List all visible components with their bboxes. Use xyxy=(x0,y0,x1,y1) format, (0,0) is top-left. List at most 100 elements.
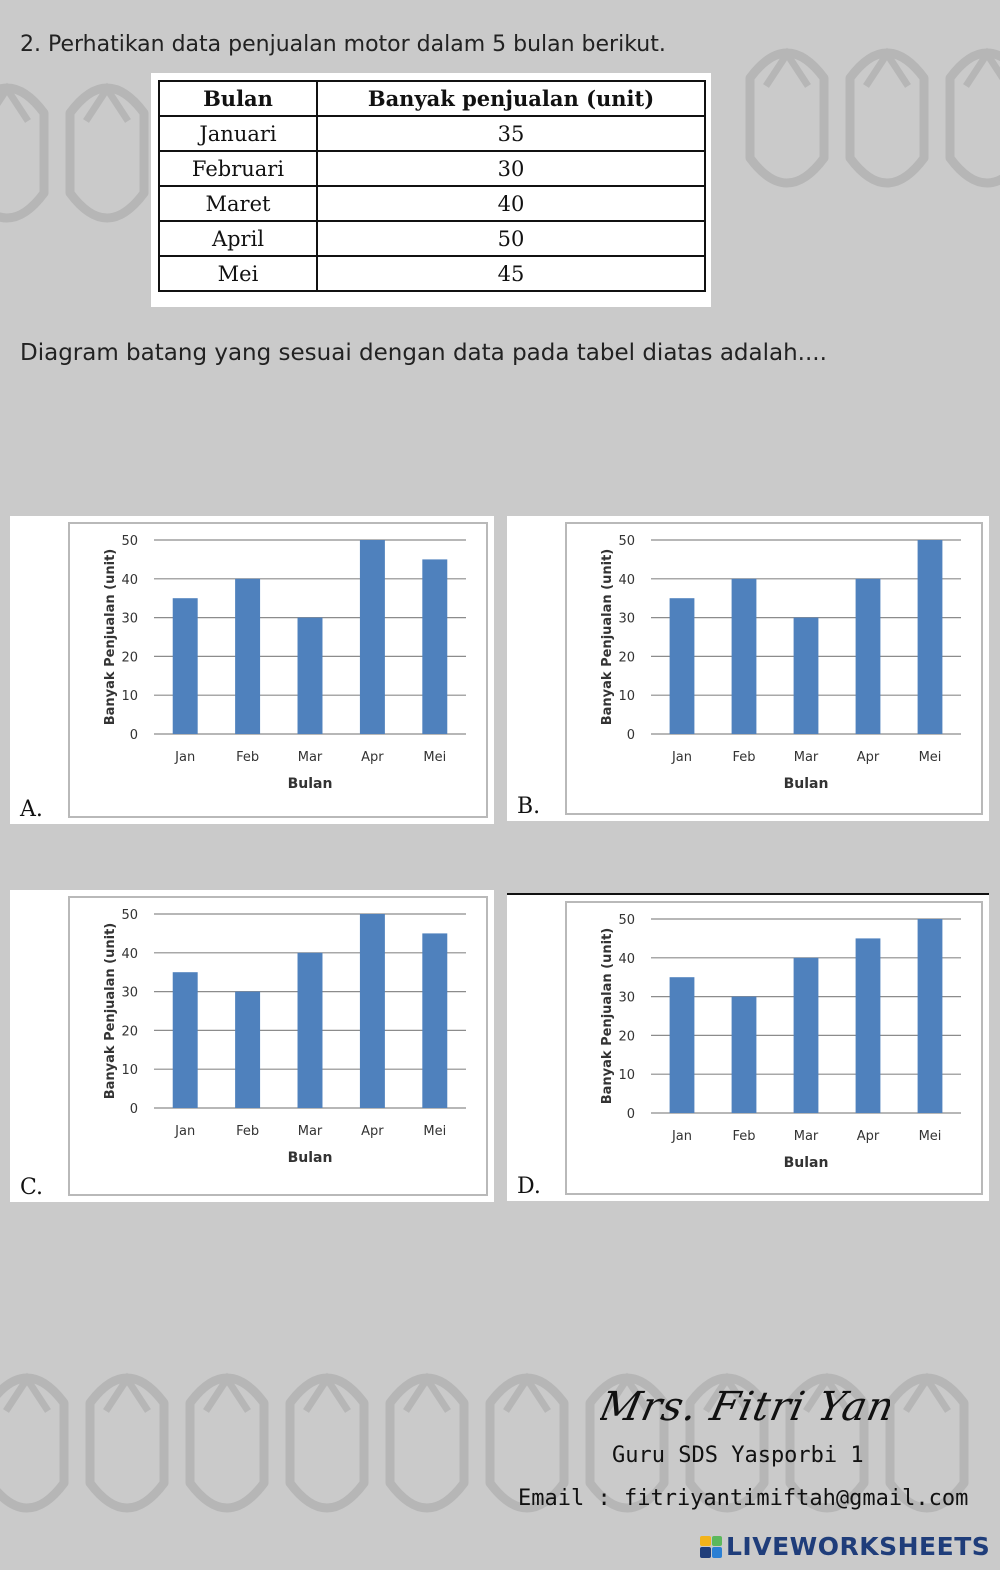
header-month: Bulan xyxy=(158,80,318,117)
x-tick-label: Mar xyxy=(298,1124,323,1139)
bar xyxy=(235,578,261,734)
y-tick-label: 0 xyxy=(130,1102,138,1117)
x-tick-label: Mei xyxy=(919,1129,942,1144)
y-tick-label: 40 xyxy=(121,573,138,588)
option-letter: C. xyxy=(20,1175,44,1200)
x-axis-title: Bulan xyxy=(288,776,333,792)
x-axis-title: Bulan xyxy=(784,776,829,792)
y-tick-label: 20 xyxy=(618,650,635,665)
x-axis-title: Bulan xyxy=(288,1150,333,1166)
bar xyxy=(731,578,757,734)
y-tick-label: 50 xyxy=(121,534,138,549)
y-tick-label: 30 xyxy=(121,612,138,627)
bar xyxy=(359,914,385,1108)
y-tick-label: 20 xyxy=(121,1024,138,1039)
option-a[interactable]: 0 10 20 30 40 50 Jan Feb Mar Apr Mei Bulan Banyak Pe… xyxy=(10,516,494,824)
signature-text: Mrs. Fitri Yanti xyxy=(600,1382,890,1429)
x-tick-label: Mar xyxy=(794,1129,819,1144)
cell-sales: 40 xyxy=(316,185,706,222)
cell-month: April xyxy=(158,220,318,257)
x-tick-label: Mei xyxy=(423,750,446,765)
x-tick-label: Feb xyxy=(732,1129,755,1144)
chart-frame xyxy=(565,901,983,1195)
y-tick-label: 50 xyxy=(121,908,138,923)
chart-frame xyxy=(68,896,488,1196)
x-tick-label: Apr xyxy=(857,1129,880,1144)
x-tick-label: Apr xyxy=(361,750,384,765)
liveworksheets-icon xyxy=(700,1535,722,1558)
y-tick-label: 10 xyxy=(121,689,138,704)
x-tick-label: Feb xyxy=(236,750,259,765)
x-tick-label: Feb xyxy=(236,1124,259,1139)
option-letter: D. xyxy=(517,1174,541,1199)
x-tick-label: Jan xyxy=(671,1129,692,1144)
bar xyxy=(669,598,695,734)
cell-month: Mei xyxy=(158,255,318,292)
y-tick-label: 0 xyxy=(627,1107,635,1122)
x-tick-label: Jan xyxy=(174,750,195,765)
option-b[interactable]: 0 10 20 30 40 50 Jan Feb Mar Apr Mei Bulan Banyak Pe… xyxy=(507,516,989,821)
table-header-row: Bulan Banyak penjualan (unit) xyxy=(158,80,706,117)
table-row: Maret 40 xyxy=(158,185,706,222)
y-tick-label: 50 xyxy=(618,534,635,549)
bar xyxy=(297,617,323,734)
cell-sales: 50 xyxy=(316,220,706,257)
y-tick-label: 20 xyxy=(618,1029,635,1044)
handwritten-signature: Mrs. Fitri Yanti xyxy=(600,1382,890,1429)
bar xyxy=(855,938,881,1113)
cell-sales: 30 xyxy=(316,150,706,187)
option-letter: A. xyxy=(20,797,43,822)
bar xyxy=(172,598,198,734)
bar xyxy=(731,996,757,1113)
x-tick-label: Feb xyxy=(732,750,755,765)
liveworksheets-logo[interactable]: LIVEWORKSHEETS xyxy=(700,1532,990,1561)
sales-table-card: Bulan Banyak penjualan (unit) Januari 35… xyxy=(151,73,711,307)
table-row: Februari 30 xyxy=(158,150,706,187)
x-tick-label: Apr xyxy=(857,750,880,765)
header-sales: Banyak penjualan (unit) xyxy=(316,80,706,117)
y-axis-title: Banyak Penjualan (unit) xyxy=(600,549,615,726)
bar xyxy=(917,540,943,734)
x-tick-label: Mar xyxy=(794,750,819,765)
x-tick-label: Jan xyxy=(174,1124,195,1139)
option-c[interactable]: 0 10 20 30 40 50 Jan Feb Mar Apr Mei Bulan Banyak Pe… xyxy=(10,890,494,1202)
bar xyxy=(855,578,881,734)
bar xyxy=(917,919,943,1113)
y-axis-title: Banyak Penjualan (unit) xyxy=(600,928,615,1105)
teacher-name: Guru SDS Yasporbi 1 xyxy=(612,1443,864,1468)
y-tick-label: 10 xyxy=(618,1068,635,1083)
x-axis-title: Bulan xyxy=(784,1155,829,1171)
bar-chart-b: 0 10 20 30 40 50 Jan Feb Mar Apr Mei Bulan Banyak Pe… xyxy=(600,534,961,792)
bar xyxy=(235,991,261,1108)
y-tick-label: 20 xyxy=(121,650,138,665)
x-tick-label: Mei xyxy=(423,1124,446,1139)
bar xyxy=(793,957,819,1113)
y-tick-label: 40 xyxy=(618,573,635,588)
y-tick-label: 10 xyxy=(618,689,635,704)
cell-month: Maret xyxy=(158,185,318,222)
bar xyxy=(359,540,385,734)
chart-frame xyxy=(68,522,488,818)
table-row: April 50 xyxy=(158,220,706,257)
y-tick-label: 0 xyxy=(130,728,138,743)
bar xyxy=(422,933,448,1108)
x-tick-label: Mar xyxy=(298,750,323,765)
bar xyxy=(669,977,695,1113)
teacher-email: Email : fitriyantimiftah@gmail.com xyxy=(518,1486,969,1511)
bar-chart-d: 0 10 20 30 40 50 Jan Feb Mar Apr Mei Bulan Banyak Pe… xyxy=(600,913,961,1171)
option-letter: B. xyxy=(517,794,541,819)
bar xyxy=(793,617,819,734)
y-tick-label: 30 xyxy=(618,612,635,627)
brand-name: LIVEWORKSHEETS xyxy=(726,1532,991,1561)
cell-month: Februari xyxy=(158,150,318,187)
y-tick-label: 10 xyxy=(121,1063,138,1078)
chart-frame xyxy=(565,522,983,815)
y-tick-label: 50 xyxy=(618,913,635,928)
y-axis-title: Banyak Penjualan (unit) xyxy=(103,549,118,726)
option-d[interactable]: 0 10 20 30 40 50 Jan Feb Mar Apr Mei Bulan Banyak Pe… xyxy=(507,893,989,1201)
x-tick-label: Jan xyxy=(671,750,692,765)
x-tick-label: Mei xyxy=(919,750,942,765)
bar-chart-c: 0 10 20 30 40 50 Jan Feb Mar Apr Mei Bulan Banyak Pe… xyxy=(103,908,466,1166)
sales-table: Bulan Banyak penjualan (unit) Januari 35… xyxy=(158,80,706,292)
y-tick-label: 40 xyxy=(121,947,138,962)
